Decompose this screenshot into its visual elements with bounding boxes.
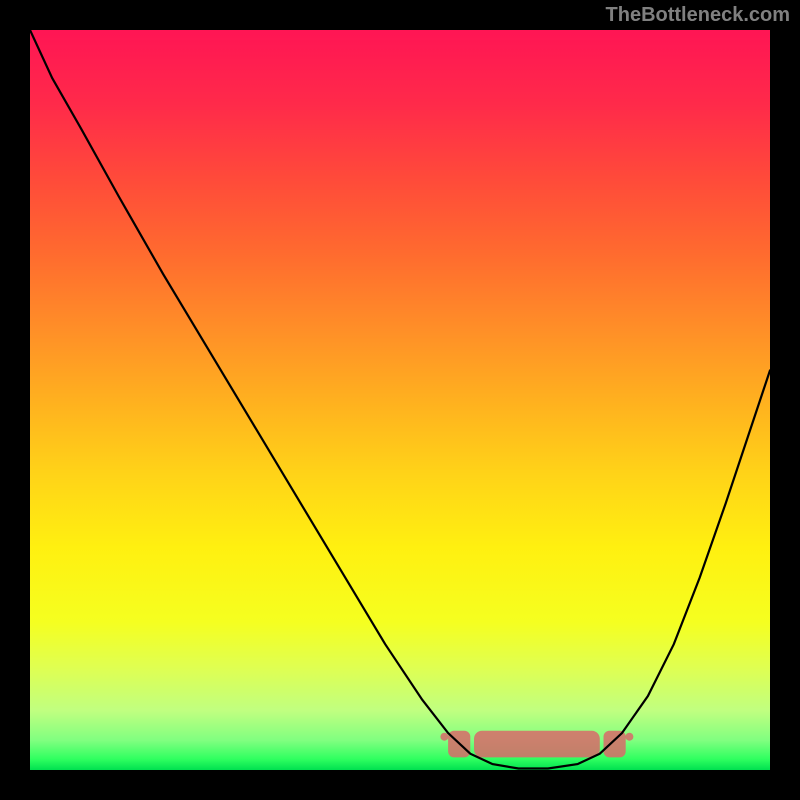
bottleneck-curve xyxy=(30,30,770,769)
watermark-text: TheBottleneck.com xyxy=(606,4,790,27)
chart-plot-area xyxy=(30,30,770,770)
bottleneck-curve-layer xyxy=(30,30,770,770)
